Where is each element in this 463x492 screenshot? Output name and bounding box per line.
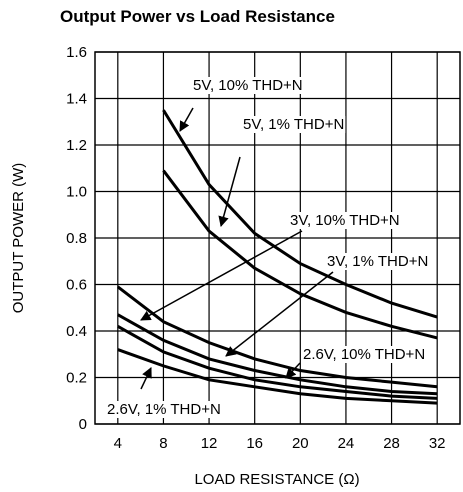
- series-line: [116, 285, 438, 389]
- arrow: [140, 367, 152, 390]
- series-annotation: 3V, 1% THD+N: [327, 253, 428, 270]
- chart-title: Output Power vs Load Resistance: [60, 7, 335, 26]
- annotation-background: [242, 116, 346, 133]
- y-tick-label: 0.8: [66, 230, 87, 247]
- annotation-background: [192, 77, 304, 94]
- annotation-background: [106, 401, 222, 418]
- series-line: [162, 169, 438, 340]
- series-line: [117, 325, 438, 400]
- y-tick-label: 1.2: [66, 137, 87, 154]
- arrow: [140, 230, 303, 321]
- x-tick-label: 8: [159, 435, 167, 452]
- arrow: [179, 107, 194, 132]
- series-annotation: 2.6V, 1% THD+N: [107, 401, 221, 418]
- y-tick-label: 0.2: [66, 370, 87, 387]
- series-line: [162, 109, 438, 319]
- arrow: [225, 271, 334, 357]
- y-tick-label: 1.4: [66, 91, 87, 108]
- series-annotation: 3V, 10% THD+N: [290, 212, 400, 229]
- series-annotation: 5V, 1% THD+N: [243, 116, 344, 133]
- series-line: [117, 348, 438, 405]
- y-axis-label: OUTPUT POWER (W): [10, 163, 27, 314]
- plot-border: [94, 51, 461, 425]
- x-tick-label: 16: [246, 435, 263, 452]
- annotation-background: [302, 346, 427, 363]
- y-tick-label: 0.6: [66, 277, 87, 294]
- y-tick-label: 1.6: [66, 44, 87, 61]
- plot-area: [94, 51, 461, 425]
- series-annotation: 5V, 10% THD+N: [193, 77, 303, 94]
- x-tick-label: 24: [338, 435, 355, 452]
- series-annotation: 2.6V, 10% THD+N: [303, 346, 425, 363]
- series-line: [117, 313, 438, 396]
- annotation-background: [289, 212, 401, 229]
- x-axis-label: LOAD RESISTANCE (Ω): [194, 471, 359, 488]
- y-tick-label: 0.4: [66, 323, 87, 340]
- x-tick-label: 32: [429, 435, 446, 452]
- x-tick-label: 12: [201, 435, 218, 452]
- x-tick-label: 28: [383, 435, 400, 452]
- arrow: [285, 362, 301, 379]
- x-tick-label: 4: [114, 435, 122, 452]
- annotation-background: [326, 253, 430, 270]
- x-tick-label: 20: [292, 435, 309, 452]
- y-tick-label: 1.0: [66, 184, 87, 201]
- y-tick-label: 0: [79, 416, 87, 433]
- arrow: [218, 156, 241, 228]
